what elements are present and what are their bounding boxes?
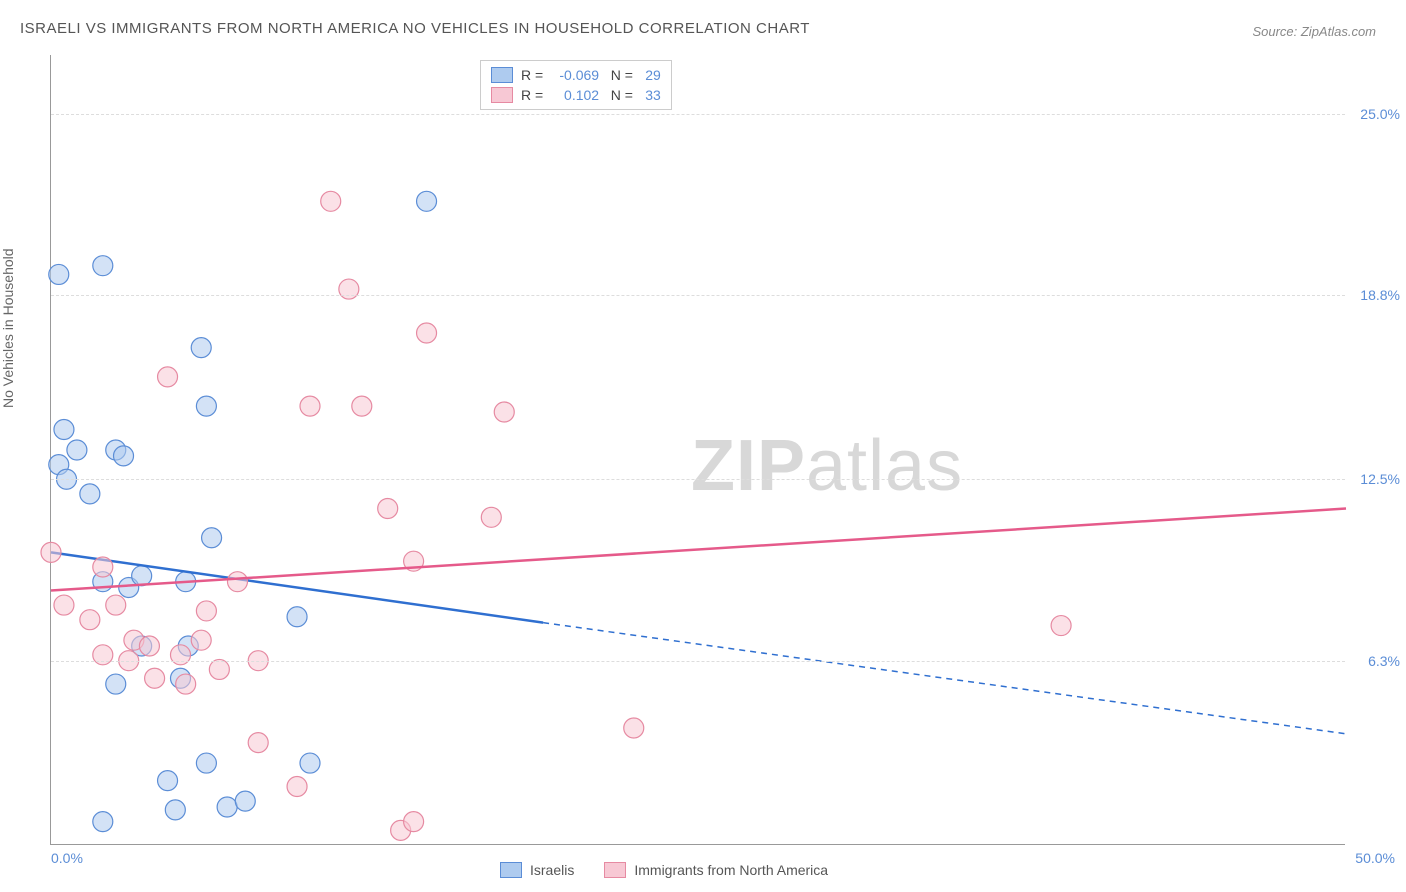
data-point	[300, 753, 320, 773]
data-point	[41, 542, 61, 562]
data-point	[217, 797, 237, 817]
data-point	[49, 264, 69, 284]
data-point	[196, 396, 216, 416]
data-point	[378, 499, 398, 519]
x-tick-max: 50.0%	[1355, 850, 1395, 866]
data-point	[352, 396, 372, 416]
y-tick-label: 18.8%	[1360, 287, 1400, 303]
data-point	[158, 367, 178, 387]
data-point	[417, 191, 437, 211]
legend-stat-text: R = -0.069 N = 29	[521, 67, 661, 83]
gridline	[51, 114, 1345, 115]
data-point	[93, 256, 113, 276]
data-point	[191, 630, 211, 650]
chart-title: ISRAELI VS IMMIGRANTS FROM NORTH AMERICA…	[20, 20, 810, 37]
data-point	[158, 771, 178, 791]
data-point	[80, 484, 100, 504]
data-point	[202, 528, 222, 548]
y-axis-label: No Vehicles in Household	[0, 248, 16, 408]
data-point	[339, 279, 359, 299]
data-point	[209, 659, 229, 679]
data-point	[417, 323, 437, 343]
y-tick-label: 25.0%	[1360, 106, 1400, 122]
data-point	[145, 668, 165, 688]
data-point	[287, 776, 307, 796]
data-point	[93, 645, 113, 665]
data-point	[494, 402, 514, 422]
legend-stats: R = -0.069 N = 29 R = 0.102 N = 33	[480, 60, 672, 110]
data-point	[227, 572, 247, 592]
y-tick-label: 12.5%	[1360, 471, 1400, 487]
data-point	[165, 800, 185, 820]
data-point	[114, 446, 134, 466]
data-point	[235, 791, 255, 811]
gridline	[51, 661, 1345, 662]
data-point	[481, 507, 501, 527]
data-point	[106, 595, 126, 615]
data-point	[196, 753, 216, 773]
data-point	[54, 595, 74, 615]
legend-stat-row: R = -0.069 N = 29	[491, 65, 661, 85]
legend-swatch	[500, 862, 522, 878]
x-tick-min: 0.0%	[51, 850, 83, 866]
data-point	[196, 601, 216, 621]
data-point	[93, 812, 113, 832]
data-point	[287, 607, 307, 627]
legend-stat-row: R = 0.102 N = 33	[491, 85, 661, 105]
source-attribution: Source: ZipAtlas.com	[1252, 24, 1376, 39]
legend-swatch	[491, 67, 513, 83]
trend-line	[51, 509, 1346, 591]
legend-series-item: Immigrants from North America	[604, 862, 828, 878]
legend-stat-text: R = 0.102 N = 33	[521, 87, 661, 103]
chart-plot-area: ZIPatlas 0.0% 50.0% 25.0%18.8%12.5%6.3%	[50, 55, 1345, 845]
data-point	[404, 812, 424, 832]
data-point	[300, 396, 320, 416]
data-point	[93, 557, 113, 577]
data-point	[106, 674, 126, 694]
data-point	[132, 566, 152, 586]
data-point	[176, 674, 196, 694]
gridline	[51, 479, 1345, 480]
legend-series-label: Israelis	[530, 862, 574, 878]
scatter-svg	[51, 55, 1345, 844]
data-point	[1051, 616, 1071, 636]
legend-swatch	[491, 87, 513, 103]
data-point	[321, 191, 341, 211]
data-point	[171, 645, 191, 665]
data-point	[80, 610, 100, 630]
legend-series-label: Immigrants from North America	[634, 862, 828, 878]
data-point	[248, 733, 268, 753]
trend-line-extrapolated	[543, 623, 1346, 734]
y-tick-label: 6.3%	[1368, 653, 1400, 669]
data-point	[624, 718, 644, 738]
legend-series: Israelis Immigrants from North America	[500, 862, 828, 878]
data-point	[139, 636, 159, 656]
data-point	[191, 338, 211, 358]
legend-swatch	[604, 862, 626, 878]
gridline	[51, 295, 1345, 296]
legend-series-item: Israelis	[500, 862, 574, 878]
data-point	[54, 420, 74, 440]
data-point	[67, 440, 87, 460]
